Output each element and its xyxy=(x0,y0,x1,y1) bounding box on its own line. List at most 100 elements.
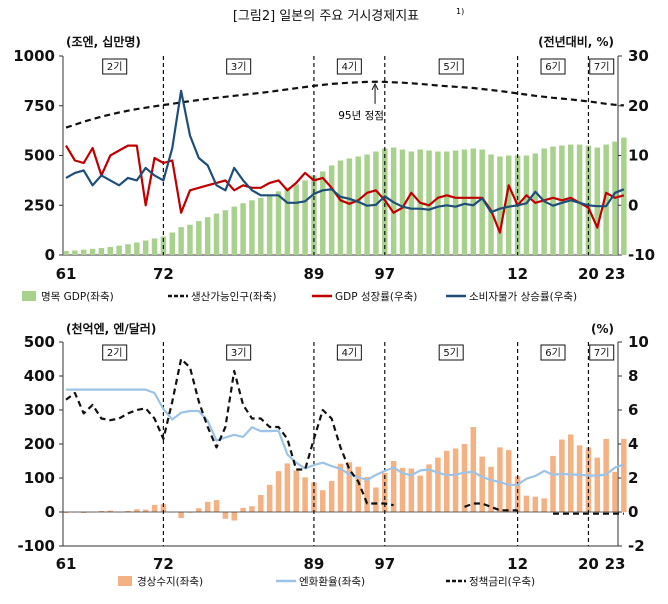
left-tick-label: 500 xyxy=(24,333,55,351)
period-label: 6기 xyxy=(545,61,561,73)
bar xyxy=(514,476,521,512)
bar xyxy=(63,512,69,514)
right-unit-label: (전년대비, %) xyxy=(538,34,614,49)
bar xyxy=(240,507,246,512)
bar xyxy=(89,248,96,255)
bar xyxy=(576,144,583,255)
period-label: 5기 xyxy=(443,61,459,73)
x-tick-label: 89 xyxy=(303,555,324,573)
bar xyxy=(151,238,158,255)
left-tick-label: 1000 xyxy=(13,47,55,65)
bar xyxy=(373,151,379,255)
right-tick-label: -10 xyxy=(628,246,655,264)
bar xyxy=(222,210,229,255)
bar xyxy=(231,206,237,255)
bar xyxy=(621,438,627,512)
bar xyxy=(612,471,618,512)
annotation-label: 95년 정점 xyxy=(338,110,384,122)
bar xyxy=(284,187,291,255)
bar xyxy=(567,434,574,512)
period-box xyxy=(540,344,566,361)
x-tick-label: 23 xyxy=(605,265,626,283)
period-label: 5기 xyxy=(443,347,459,359)
bar xyxy=(134,509,140,512)
series-line xyxy=(65,144,625,234)
bar xyxy=(408,468,415,512)
bar xyxy=(196,508,202,512)
period-label: 2기 xyxy=(107,61,123,73)
bar xyxy=(187,224,193,255)
chart-external-monetary: (천억엔, 엔/달러) (%) -100 0 100 200 300 400 500 -2 0 2 4 6… xyxy=(17,321,648,588)
bar xyxy=(249,506,255,512)
bar xyxy=(426,464,432,512)
bar xyxy=(444,450,450,512)
bar xyxy=(488,154,494,255)
series-line xyxy=(65,89,625,214)
legend-swatch xyxy=(22,291,36,301)
period-box xyxy=(336,58,362,75)
bar xyxy=(461,444,468,512)
bar xyxy=(293,184,299,255)
bar xyxy=(258,495,264,512)
period-label: 7기 xyxy=(594,347,610,359)
bar xyxy=(523,495,530,512)
bar xyxy=(373,487,379,512)
left-tick-label: 0 xyxy=(45,246,55,264)
legend-label: 소비자물가 상승률(우축) xyxy=(469,291,577,303)
period-label: 4기 xyxy=(342,61,358,73)
right-tick-label: 10 xyxy=(628,147,649,165)
bar xyxy=(559,439,565,512)
bar xyxy=(585,447,592,512)
period-label: 3기 xyxy=(231,347,247,359)
bar xyxy=(603,144,609,255)
bar xyxy=(532,153,539,255)
period-box xyxy=(589,344,615,361)
bar xyxy=(576,445,583,512)
bar xyxy=(505,155,512,255)
right-tick-label: 0 xyxy=(628,503,638,521)
x-tick-label: 89 xyxy=(303,265,324,283)
bar xyxy=(497,156,503,255)
bar xyxy=(523,155,530,255)
chart-macro-indicators: (조엔, 십만명) (전년대비, %) 0 250 500 750 1000 -10 0 10 20… xyxy=(13,34,655,303)
legend-label: 생산가능인구(좌축) xyxy=(191,291,276,303)
period-box xyxy=(336,344,362,361)
period-label: 4기 xyxy=(342,347,358,359)
bar xyxy=(346,158,353,255)
right-tick-label: 4 xyxy=(628,435,638,453)
left-tick-label: 0 xyxy=(45,503,55,521)
bar xyxy=(275,191,282,255)
bar xyxy=(399,149,406,255)
left-tick-label: -100 xyxy=(17,537,55,555)
bar xyxy=(399,467,406,512)
bar xyxy=(337,463,344,512)
bar xyxy=(80,512,87,514)
bar xyxy=(178,227,184,255)
series-line xyxy=(66,388,625,486)
bar xyxy=(204,217,211,255)
legend-label: 경상수지(좌축) xyxy=(137,575,203,588)
bar xyxy=(452,150,459,255)
bar xyxy=(320,171,326,255)
x-tick-label: 61 xyxy=(56,555,77,573)
left-tick-label: 300 xyxy=(24,401,55,419)
left-tick-label: 100 xyxy=(24,469,55,487)
bar xyxy=(479,149,485,255)
bar xyxy=(142,509,149,512)
bar xyxy=(311,175,317,255)
series-line xyxy=(65,357,624,515)
period-box xyxy=(226,344,252,361)
period-box xyxy=(102,344,128,361)
period-box xyxy=(438,58,464,75)
period-box xyxy=(226,58,252,75)
right-tick-label: 2 xyxy=(628,469,638,487)
left-tick-label: 400 xyxy=(24,367,55,385)
period-box xyxy=(438,344,464,361)
bar xyxy=(240,203,246,255)
period-label: 3기 xyxy=(231,61,247,73)
bar xyxy=(452,448,459,512)
bar xyxy=(249,200,255,255)
legend-swatch xyxy=(118,576,132,586)
bar xyxy=(169,232,176,255)
bar xyxy=(470,148,477,255)
